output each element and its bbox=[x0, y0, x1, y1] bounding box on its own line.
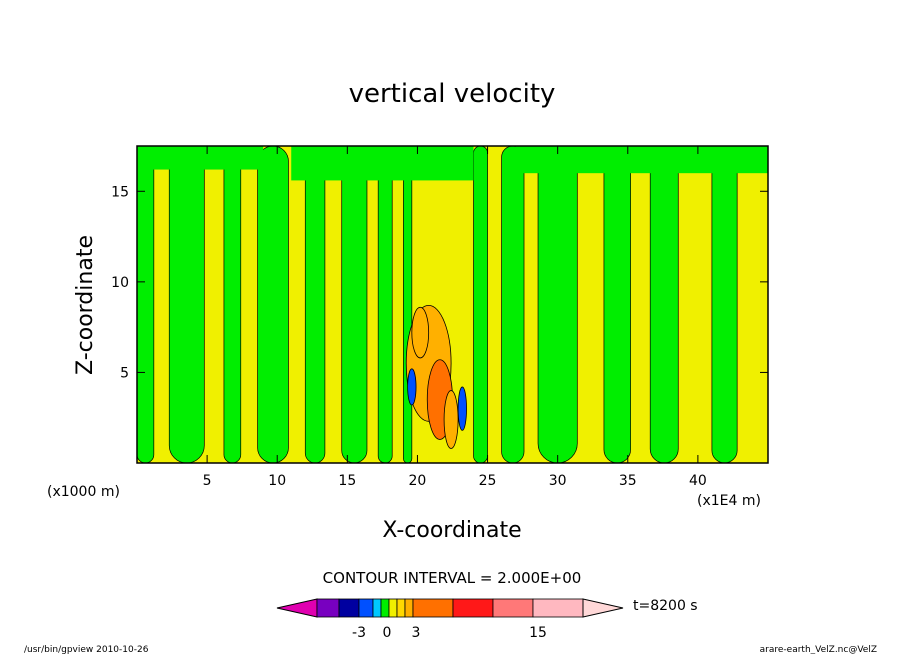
downdraft-band bbox=[136, 145, 155, 464]
colorbar-right-arrow bbox=[582, 598, 624, 618]
x-tick-label: 5 bbox=[203, 473, 212, 489]
x-tick-label: 15 bbox=[338, 473, 356, 489]
updraft-core bbox=[411, 306, 430, 359]
velocity-field bbox=[136, 145, 768, 464]
x-tick-label: 25 bbox=[479, 473, 497, 489]
colorbar-segment bbox=[452, 598, 494, 618]
x-multiplier-label: (x1E4 m) bbox=[697, 493, 761, 509]
plot-frame bbox=[136, 145, 769, 464]
y-axis-label: Z-coordinate bbox=[73, 235, 98, 375]
x-axis-ticks: 5 10 15 20 25 30 35 40 bbox=[203, 146, 707, 489]
colorbar-segment bbox=[338, 598, 360, 618]
downdraft-band bbox=[649, 145, 679, 464]
x-tick-label: 35 bbox=[619, 473, 637, 489]
downdraft-band bbox=[377, 145, 393, 464]
colorbar-tick-label: 3 bbox=[412, 625, 421, 641]
updraft-core bbox=[457, 386, 467, 431]
downdraft-band bbox=[537, 145, 578, 464]
updraft-core bbox=[443, 390, 459, 449]
colorbar bbox=[276, 598, 624, 618]
plot-area: 5 10 15 20 25 30 35 40 5 10 15 bbox=[111, 145, 769, 489]
contour-interval-label: CONTOUR INTERVAL = 2.000E+00 bbox=[323, 569, 582, 587]
colorbar-segment bbox=[372, 598, 382, 618]
downdraft-band bbox=[711, 145, 738, 464]
y-tick-label: 15 bbox=[111, 184, 129, 200]
time-label: t=8200 s bbox=[633, 598, 698, 614]
x-tick-label: 40 bbox=[689, 473, 707, 489]
upper-downdraft bbox=[291, 146, 474, 181]
colorbar-left-arrow bbox=[276, 598, 318, 618]
y-tick-label: 5 bbox=[120, 365, 129, 381]
colorbar-tick-labels: -3 0 3 15 bbox=[352, 625, 547, 641]
footer-program: /usr/bin/gpview 2010-10-26 bbox=[24, 645, 149, 654]
upper-downdraft bbox=[137, 146, 264, 170]
downdraft-band bbox=[257, 145, 289, 464]
colorbar-segment bbox=[532, 598, 584, 618]
colorbar-tick-label: 0 bbox=[383, 625, 392, 641]
downdraft-band bbox=[603, 145, 631, 464]
colorbar-segment bbox=[380, 598, 390, 618]
colorbar-segment bbox=[396, 598, 406, 618]
downdraft-band bbox=[168, 145, 205, 464]
x-tick-label: 10 bbox=[268, 473, 286, 489]
downdraft-band bbox=[223, 145, 242, 464]
x-axis-label: X-coordinate bbox=[382, 518, 521, 543]
x-units-label: (x1000 m) bbox=[47, 484, 120, 500]
colorbar-segment bbox=[492, 598, 534, 618]
x-tick-label: 20 bbox=[409, 473, 427, 489]
colorbar-segment bbox=[412, 598, 454, 618]
velocity-core bbox=[405, 305, 467, 449]
colorbar-tick-label: 15 bbox=[529, 625, 547, 641]
colorbar-segment bbox=[388, 598, 398, 618]
colorbar-segment bbox=[358, 598, 374, 618]
colorbar-segment bbox=[404, 598, 414, 618]
x-tick-label: 30 bbox=[549, 473, 567, 489]
colorbar-tick-label: -3 bbox=[352, 625, 366, 641]
downdraft-band bbox=[473, 145, 488, 464]
downdraft-band bbox=[304, 145, 326, 464]
upper-downdraft bbox=[515, 146, 768, 174]
updraft-core bbox=[407, 368, 417, 406]
downdraft-band bbox=[501, 145, 525, 464]
colorbar-segment bbox=[316, 598, 340, 618]
downdraft-band bbox=[341, 145, 368, 464]
y-tick-label: 10 bbox=[111, 275, 129, 291]
y-axis-ticks: 5 10 15 bbox=[111, 184, 768, 381]
downdraft-band bbox=[403, 145, 413, 464]
chart-title: vertical velocity bbox=[349, 79, 556, 109]
footer-variable: arare-earth_VelZ.nc@VelZ bbox=[760, 645, 877, 654]
